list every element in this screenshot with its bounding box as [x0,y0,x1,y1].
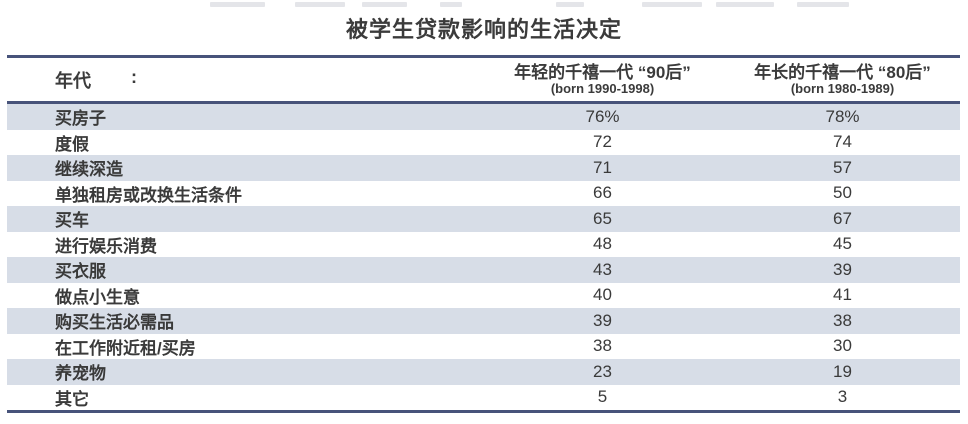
row-value-90s: 40 [593,285,612,305]
row-label: 度假 [55,134,89,154]
row-label: 其它 [55,389,89,409]
row-label: 进行娱乐消费 [55,236,157,256]
row-value-90s: 72 [593,132,612,152]
row-value-80s: 74 [833,132,852,152]
table-row: 养宠物 23 19 [7,359,960,385]
row-value-90s: 43 [593,259,612,279]
row-value-90s: 76% [585,106,620,126]
page-title: 被学生贷款影响的生活决定 [345,17,622,42]
row-label: 买车 [55,211,89,231]
row-value-80s: 3 [837,387,848,407]
row-value-80s: 19 [833,361,852,381]
row-value-80s: 67 [833,208,852,228]
header-cell-younger-millennials: 年轻的千禧一代 “90后” (born 1990-1998) [480,63,725,97]
header-era-label: 年代 [55,70,91,91]
table-row: 度假 72 74 [7,129,960,155]
row-value-90s: 66 [593,183,612,203]
cropped-text-fragments [0,2,968,8]
header-col1-sublabel: (born 1990-1998) [550,80,655,96]
row-value-80s: 30 [833,336,852,356]
table-row: 进行娱乐消费 48 45 [7,231,960,257]
loan-impact-table: 年代 : 年轻的千禧一代 “90后” (born 1990-1998) 年长的千… [7,55,960,413]
header-cell-older-millennials: 年长的千禧一代 “80后” (born 1980-1989) [725,63,960,97]
table-row: 做点小生意 40 41 [7,282,960,308]
row-label: 在工作附近租/买房 [55,338,196,358]
row-value-90s: 23 [593,361,612,381]
row-label: 单独租房或改换生活条件 [55,185,242,205]
table-row: 买衣服 43 39 [7,257,960,283]
row-value-90s: 71 [593,157,612,177]
row-value-80s: 39 [833,259,852,279]
table-row: 买房子 76% 78% [7,104,960,130]
table-header-row: 年代 : 年轻的千禧一代 “90后” (born 1990-1998) 年长的千… [7,55,960,104]
header-cell-era: 年代 : [7,67,480,93]
row-value-80s: 78% [825,106,860,126]
row-value-80s: 50 [833,183,852,203]
row-value-80s: 41 [833,285,852,305]
row-label: 买房子 [55,109,106,129]
table-body: 买房子 76% 78% 度假 72 74 继续深造 71 57 单独租房或改换生… [7,104,960,413]
header-col2-label: 年长的千禧一代 “80后” [754,62,931,82]
table-row: 其它 5 3 [7,384,960,410]
row-label: 做点小生意 [55,287,140,307]
header-col2-sublabel: (born 1980-1989) [790,80,895,96]
row-value-80s: 45 [833,234,852,254]
header-col1-label: 年轻的千禧一代 “90后” [514,62,691,82]
header-era-colon: : [131,66,137,87]
row-label: 养宠物 [55,364,106,384]
row-value-90s: 38 [593,336,612,356]
row-value-80s: 38 [833,310,852,330]
row-label: 购买生活必需品 [55,313,174,333]
row-value-90s: 5 [597,387,608,407]
row-value-80s: 57 [833,157,852,177]
table-row: 购买生活必需品 39 38 [7,308,960,334]
row-value-90s: 48 [593,234,612,254]
row-label: 继续深造 [55,160,123,180]
table-row: 在工作附近租/买房 38 30 [7,333,960,359]
table-row: 继续深造 71 57 [7,155,960,181]
row-value-90s: 65 [593,208,612,228]
table-row: 单独租房或改换生活条件 66 50 [7,180,960,206]
row-label: 买衣服 [55,262,106,282]
table-row: 买车 65 67 [7,206,960,232]
row-value-90s: 39 [593,310,612,330]
